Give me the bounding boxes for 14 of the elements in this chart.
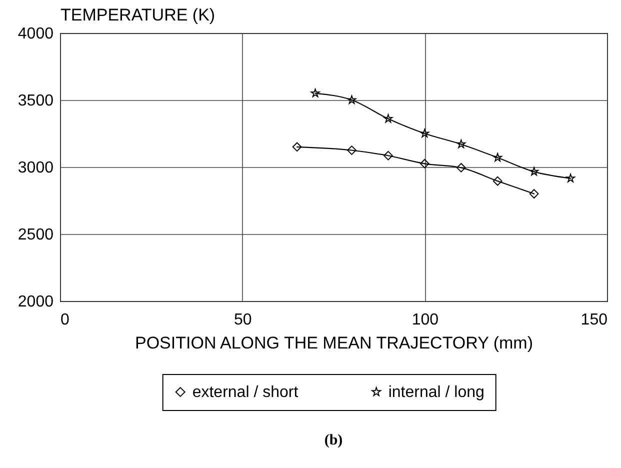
y-axis-title: TEMPERATURE (K) [60, 6, 216, 24]
y-tick-label: 4000 [18, 26, 54, 42]
x-tick-label: 100 [412, 312, 439, 328]
y-tick-label: 2500 [18, 226, 54, 244]
legend-label: internal / long [388, 384, 484, 401]
x-tick-label: 50 [234, 312, 252, 328]
x-tick-label: 0 [60, 312, 70, 328]
y-tick-label: 3000 [18, 160, 54, 176]
legend-label: external / short [192, 384, 299, 401]
y-tick-label: 2000 [18, 294, 54, 310]
x-tick-label: 150 [580, 312, 608, 328]
x-axis-title: POSITION ALONG THE MEAN TRAJECTORY (mm) [135, 334, 533, 352]
y-tick-label: 3500 [18, 92, 54, 110]
text: (b) [324, 432, 343, 448]
